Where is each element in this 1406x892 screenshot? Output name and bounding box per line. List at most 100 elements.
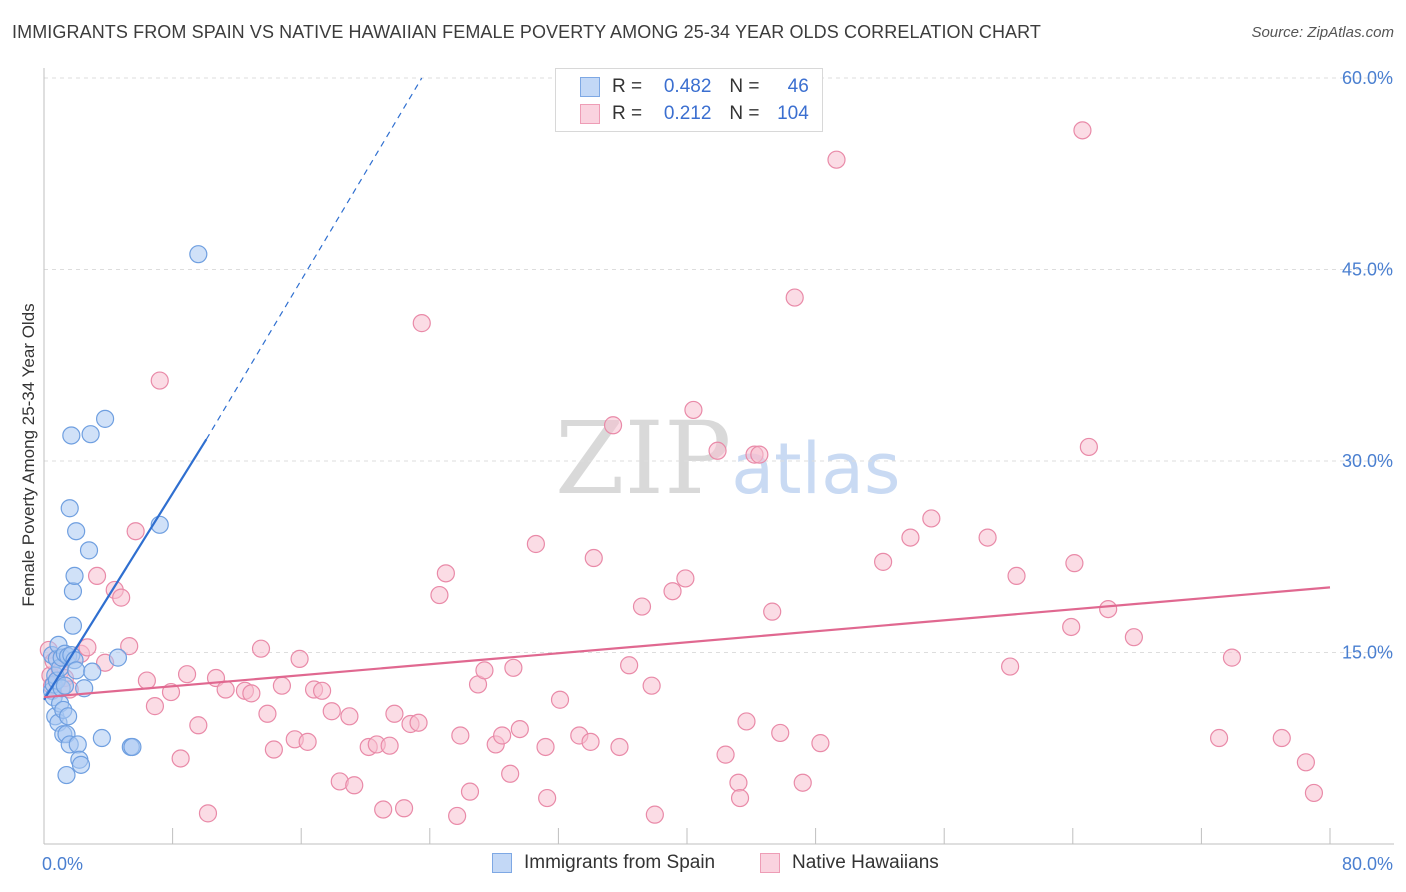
native-hawaiians-point [504,658,523,677]
native-hawaiians-point [978,528,997,547]
immigrants-from-spain-point [57,765,76,785]
immigrants-from-spain-point [83,662,102,681]
native-hawaiians-point [290,649,309,668]
native-hawaiians-point [87,566,107,586]
legend-swatch-blue [580,77,600,97]
y-tick-label: 15.0% [1342,643,1393,663]
native-hawaiians-point [161,682,181,702]
native-hawaiians-point [460,782,480,801]
immigrants-from-spain-point [92,728,111,748]
native-hawaiians-point [322,702,341,721]
native-hawaiians-point [493,726,512,745]
native-hawaiians-point [374,800,393,819]
watermark-atlas: atlas [731,428,901,510]
native-hawaiians-point [1007,566,1026,586]
bottom-legend-label: Native Hawaiians [792,852,939,873]
native-hawaiians-point [1073,121,1092,140]
tick-labels: 15.0% 30.0% 45.0% 60.0% 0.0% 80.0% [42,68,1393,874]
native-hawaiians-point [771,723,790,743]
immigrants-from-spain-point [60,499,79,518]
legend-n-label: N = [729,103,760,124]
native-hawaiians-point [874,552,893,571]
immigrants-from-spain-point [63,582,83,601]
native-hawaiians-point [785,288,804,307]
native-hawaiians-point [385,704,404,723]
native-hawaiians-point [1065,554,1084,573]
immigrants-from-spain-point [71,755,91,774]
bottom-legend-hawaiian: Native Hawaiians [760,852,939,874]
native-hawaiians-point [620,656,639,675]
native-hawaiians-point [729,773,748,792]
native-hawaiians-point [1062,617,1081,637]
native-hawaiians-point [430,585,449,605]
native-hawaiians-point [663,582,682,601]
hawaiian-trend-line [43,586,1331,699]
spain-trend-line [43,438,208,701]
native-hawaiians-point [242,684,261,703]
native-hawaiians-point [827,150,846,169]
native-hawaiians-point [409,713,428,732]
bottom-legend-label: Immigrants from Spain [524,852,716,873]
legend-swatch-pink [580,104,600,124]
immigrants-from-spain-points [42,245,208,785]
native-hawaiians-point [380,736,399,755]
native-hawaiians-point [126,522,145,541]
native-hawaiians-point [394,799,414,818]
native-hawaiians-point [150,371,169,390]
native-hawaiians-point [737,712,756,731]
native-hawaiians-point [216,680,235,699]
legend-r-value: 0.482 [663,76,712,97]
immigrants-from-spain-point [55,676,74,695]
native-hawaiians-point [642,676,661,695]
native-hawaiians-point [340,707,359,726]
native-hawaiians-point [526,534,545,554]
source-label: Source: ZipAtlas.com [1251,24,1394,41]
legend-row-hawaiian: R = 0.212 N = 104 [580,102,809,126]
native-hawaiians-point [78,638,97,657]
correlation-legend: R = 0.482 N = 46 R = 0.212 N = 104 [555,68,823,132]
immigrants-from-spain-point [67,661,86,680]
y-axis-label: Female Poverty Among 25-34 Year Olds [19,303,38,606]
chart-title: IMMIGRANTS FROM SPAIN VS NATIVE HAWAIIAN… [12,22,1042,42]
legend-r-label: R = [612,103,643,124]
bottom-legend-swatch-blue [492,853,512,873]
native-hawaiians-point [811,734,830,753]
native-hawaiians-point [1099,599,1118,619]
spain-trend-line-extension [205,77,423,440]
immigrants-from-spain-point [79,541,99,560]
native-hawaiians-point [451,726,470,745]
native-hawaiians-point [763,602,782,621]
x-tick-label: 0.0% [42,854,83,874]
native-hawaiians-point [1304,783,1324,803]
native-hawaiians-point [632,597,652,616]
native-hawaiians-point [264,740,283,759]
native-hawaiians-point [436,564,455,583]
native-hawaiians-point [412,314,431,333]
native-hawaiians-point [1001,657,1020,676]
native-hawaiians-point [1079,437,1098,457]
native-hawaiians-point [581,732,600,751]
native-hawaiians-point [272,676,292,695]
native-hawaiians-point [177,665,197,684]
gridlines [44,77,1394,653]
y-tick-label: 60.0% [1342,68,1393,88]
native-hawaiians-point [1209,728,1229,748]
native-hawaiians-point [750,445,769,464]
native-hawaiians-point [312,681,332,700]
native-hawaiians-point [1272,728,1291,748]
native-hawaiians-point [1296,753,1315,772]
legend-n-value: 104 [777,103,809,124]
native-hawaiians-point [684,400,703,420]
native-hawaiians-point [120,637,139,656]
native-hawaiians-point [538,788,557,808]
native-hawaiians-point [716,745,735,764]
native-hawaiians-point [676,569,695,588]
native-hawaiians-point [901,528,920,547]
native-hawaiians-point [603,416,623,435]
immigrants-from-spain-point [81,425,100,444]
native-hawaiians-point [708,441,727,460]
native-hawaiians-point [251,639,271,658]
axes [43,68,1394,845]
native-hawaiians-point [510,719,529,739]
